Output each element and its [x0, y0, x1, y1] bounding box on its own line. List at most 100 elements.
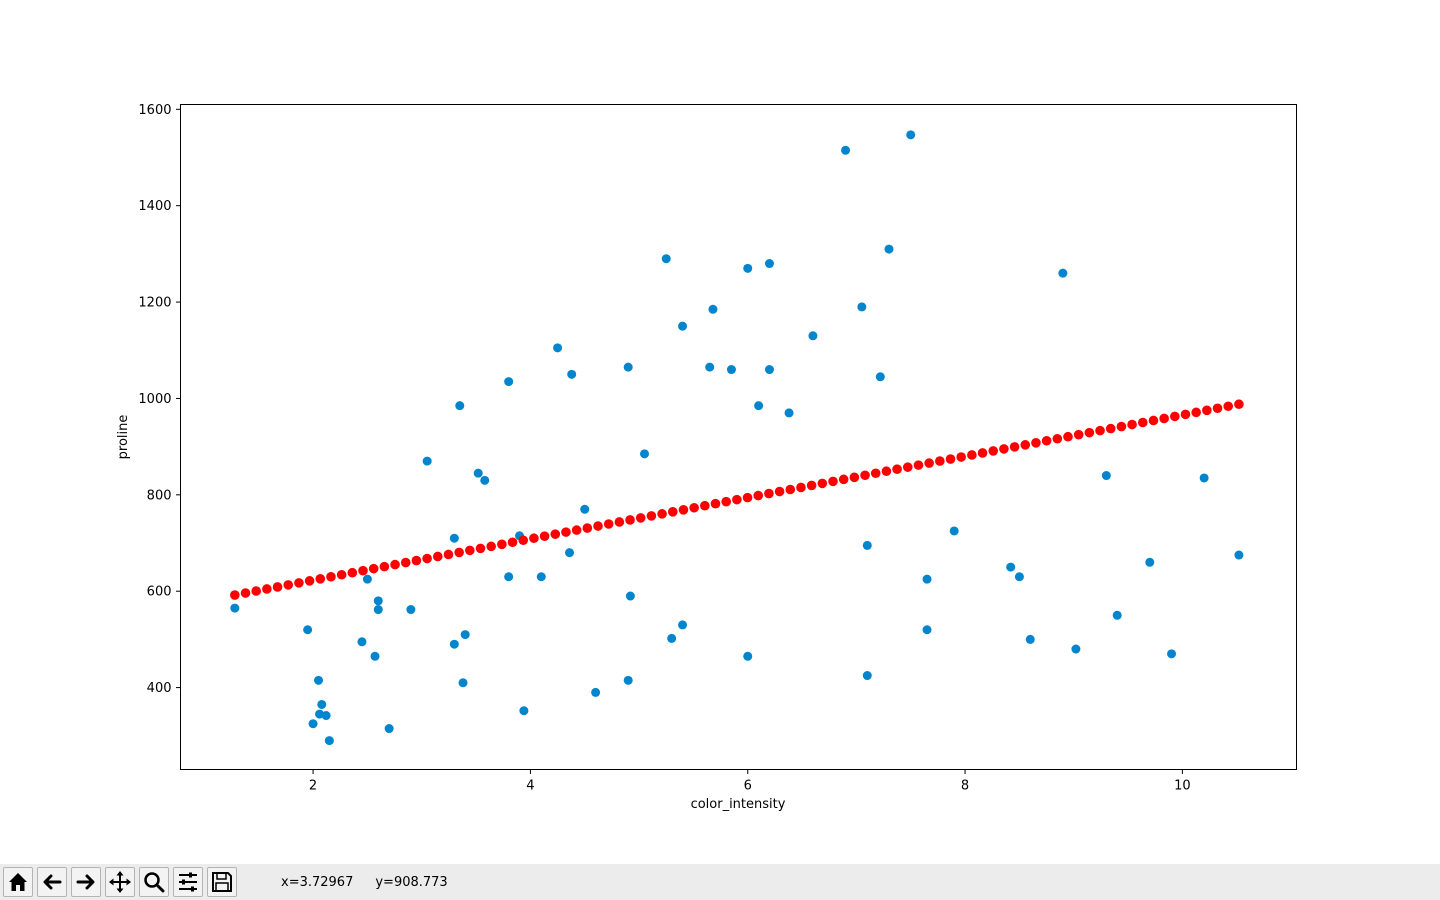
scatter-point [1112, 610, 1122, 620]
fit-line-point [603, 519, 614, 529]
x-tick-label: 8 [961, 779, 969, 794]
y-tick-label: 1400 [138, 199, 171, 214]
floppy-disk-icon [212, 872, 232, 892]
scatter-point [640, 449, 650, 459]
scatter-point [519, 706, 529, 716]
fit-line-point [1234, 399, 1244, 410]
scatter-point [1234, 550, 1244, 560]
scatter-point [726, 365, 736, 375]
move-icon [109, 871, 131, 893]
fit-line-point [379, 561, 390, 572]
fit-line-point [1202, 405, 1212, 416]
scatter-point [784, 408, 794, 418]
y-tick-label: 400 [147, 681, 172, 696]
pan-button[interactable] [105, 867, 135, 897]
fit-line-point [550, 529, 561, 539]
fit-line-point [785, 484, 796, 495]
scatter-point [308, 719, 318, 729]
home-button[interactable] [3, 867, 33, 897]
scatter-point [314, 675, 324, 685]
scatter-point [922, 625, 932, 635]
fit-line-point [977, 448, 988, 458]
scatter-point [1199, 473, 1209, 483]
x-tick-label: 6 [744, 779, 752, 794]
fit-line-point [635, 513, 646, 523]
y-coordinate-readout: y=908.773 [375, 874, 448, 890]
x-axis-label: color_intensity [691, 797, 786, 812]
fit-line-point [924, 458, 934, 468]
scatter-point [504, 572, 514, 582]
fit-line-point [326, 571, 336, 582]
scatter-point [841, 145, 851, 155]
scatter-point [661, 254, 671, 264]
fit-line-point [240, 588, 251, 598]
fit-line-point [860, 470, 870, 481]
chart-figure: 2 4 6 8 10 400 600 800 1000 1200 1400 1600 color_i… [116, 103, 1297, 812]
scatter-point [321, 711, 331, 721]
scatter-point [1014, 572, 1024, 582]
home-icon [9, 873, 27, 891]
scatter-point [808, 331, 818, 341]
y-tick-label: 600 [147, 585, 172, 600]
scatter-point [422, 456, 432, 466]
fit-line-point [1127, 419, 1137, 430]
x-tick-label: 4 [526, 779, 534, 794]
fit-line-point [774, 486, 785, 497]
fit-line-point [486, 541, 496, 552]
scatter-point [449, 639, 459, 649]
fit-line-point [368, 563, 379, 574]
fit-line-point [539, 531, 550, 541]
scatter-point [949, 526, 959, 536]
fit-line-point [1009, 442, 1020, 452]
fit-line-point [956, 452, 966, 462]
fit-line-point [1159, 413, 1169, 424]
fit-line-point [422, 553, 432, 564]
scatter-point [884, 244, 894, 254]
x-coordinate-readout: x=3.72967 [281, 874, 354, 890]
fit-line-point [571, 525, 582, 535]
configure-subplots-button[interactable] [173, 867, 203, 897]
fit-line-point [507, 537, 518, 548]
scatter-point [317, 699, 327, 709]
scatter-point [1145, 557, 1155, 567]
fit-line-point [657, 509, 667, 519]
fit-line-point [230, 590, 240, 600]
fit-line-point [1180, 409, 1191, 420]
arrow-right-icon [76, 874, 95, 890]
fit-line-point [432, 551, 443, 562]
cursor-coordinates: x=3.72967 y=908.773 [281, 875, 448, 890]
scatter-point [230, 603, 240, 613]
scatter-point [1071, 644, 1081, 654]
fit-line-point [849, 472, 860, 483]
fit-line-point [1223, 401, 1234, 412]
fit-line-point [796, 482, 806, 493]
fit-line-point [593, 521, 603, 531]
scatter-point [623, 362, 633, 372]
fit-line-point [294, 578, 304, 588]
fit-line-point [1170, 411, 1180, 422]
fit-line-point [689, 502, 699, 513]
scatter-point [754, 401, 764, 411]
forward-button[interactable] [71, 867, 101, 897]
fit-line-point [913, 460, 924, 470]
scatter-point [373, 605, 383, 615]
fit-line-point [902, 462, 913, 472]
x-axis: 2 4 6 8 10 [309, 769, 1191, 794]
scatter-point [678, 321, 688, 331]
fit-line-point [732, 494, 742, 505]
scatter-point [1101, 471, 1111, 481]
scatter-point [455, 401, 465, 411]
fit-line-point [1116, 421, 1127, 432]
sliders-icon [179, 872, 197, 892]
scatter-point [862, 540, 872, 550]
plot-area [180, 104, 1297, 770]
back-button[interactable] [37, 867, 67, 897]
fit-line-point [678, 504, 689, 515]
fit-line-point [315, 574, 326, 584]
fit-line-point [1041, 435, 1052, 446]
scatter-point [1006, 562, 1016, 572]
fit-line-point [667, 507, 678, 517]
zoom-button[interactable] [139, 867, 169, 897]
fit-line-point [518, 535, 529, 546]
save-button[interactable] [207, 867, 237, 897]
